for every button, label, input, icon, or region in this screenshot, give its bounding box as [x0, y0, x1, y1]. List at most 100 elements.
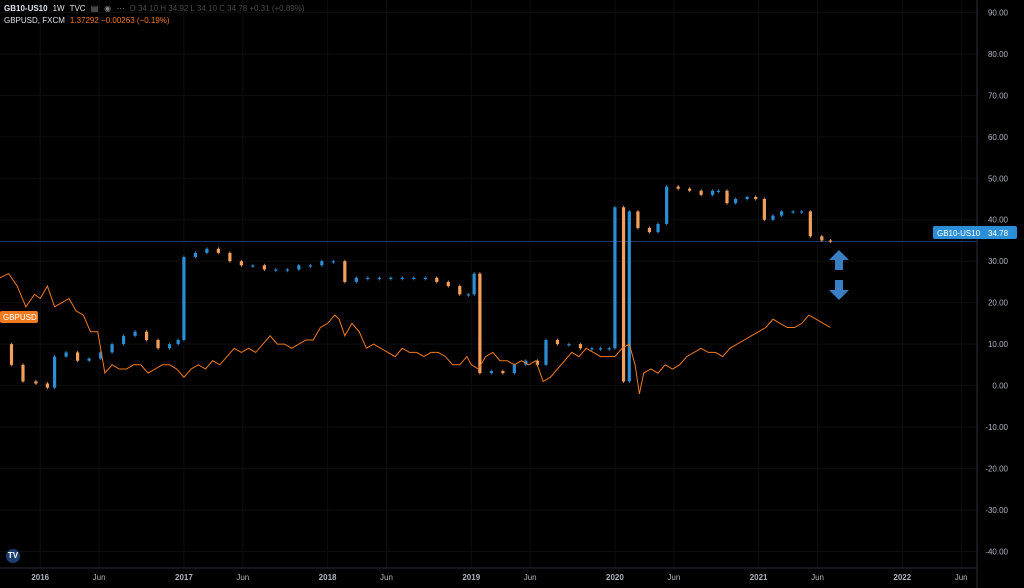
candle-body: [555, 339, 560, 345]
eye-icon[interactable]: ◉: [104, 4, 112, 13]
candle-body: [725, 190, 729, 204]
candle-body: [182, 257, 186, 340]
candle-body: [21, 364, 25, 382]
candle-body: [754, 196, 758, 200]
candle-body: [636, 211, 640, 229]
x-tick-label: Jun: [524, 573, 537, 582]
x-tick-label: Jun: [380, 573, 393, 582]
x-tick-label: 2020: [606, 573, 624, 582]
candle-body: [144, 331, 149, 340]
y-tick-label: -20.00: [985, 464, 1008, 473]
candle-body: [472, 273, 476, 295]
candle-body: [216, 248, 220, 253]
candle-body: [676, 186, 680, 189]
candle-body: [820, 236, 824, 241]
candle-body: [167, 344, 172, 349]
gb10-us10-candles: [9, 185, 833, 390]
candle-body: [800, 211, 804, 213]
candle-body: [613, 207, 617, 349]
candle-body: [423, 277, 427, 279]
candle-body: [176, 339, 180, 345]
candle-body: [607, 348, 611, 350]
x-tick-label: Jun: [236, 573, 249, 582]
candle-body: [544, 339, 548, 365]
legend-symbol[interactable]: GB10-US10: [4, 4, 48, 13]
candle-body: [478, 273, 482, 374]
candle-body: [647, 228, 652, 233]
candle-body: [435, 277, 439, 282]
tradingview-logo-icon[interactable]: TV: [6, 549, 20, 563]
candle-body: [489, 371, 493, 374]
candle-body: [110, 344, 114, 353]
y-tick-label: 30.00: [988, 257, 1009, 266]
candle-body: [828, 240, 833, 242]
candle-body: [205, 248, 209, 253]
legend-gbpusd-label[interactable]: GBPUSD, FXCM: [4, 16, 65, 25]
x-tick-label: 2018: [319, 573, 337, 582]
candle-body: [400, 277, 404, 279]
candle-body: [251, 265, 255, 267]
candle-body: [156, 339, 160, 349]
y-tick-label: -10.00: [985, 423, 1008, 432]
y-tick-label: 80.00: [988, 50, 1009, 59]
y-tick-label: -40.00: [985, 547, 1008, 556]
candle-body: [98, 352, 103, 359]
x-tick-label: 2021: [750, 573, 768, 582]
candle-body: [52, 356, 57, 388]
chart-legend: GB10-US10 1W TVC ▤ ◉ ⋯ O 34.10 H 34.92 L…: [4, 3, 305, 27]
candle-body: [64, 352, 68, 357]
candle-body: [512, 364, 516, 374]
legend-gbpusd-values: 1.37292 −0.00263 (−0.19%): [69, 16, 170, 25]
arrow-down-icon: [829, 280, 849, 300]
more-icon[interactable]: ⋯: [116, 4, 125, 13]
price-badge-label: GB10-US10: [937, 229, 981, 238]
x-tick-label: Jun: [811, 573, 824, 582]
candle-body: [567, 344, 571, 346]
candle-body: [45, 383, 50, 388]
x-tick-label: 2022: [893, 573, 911, 582]
y-tick-label: 50.00: [988, 174, 1009, 183]
candle-body: [716, 190, 720, 192]
candle-body: [297, 265, 301, 270]
candle-body: [446, 281, 450, 287]
candle-body: [665, 186, 669, 224]
candle-body: [688, 188, 692, 191]
chart-type-icon[interactable]: ▤: [90, 4, 99, 13]
candle-body: [780, 211, 784, 216]
candle-body: [343, 261, 347, 282]
price-badge-value: 34.78: [988, 229, 1009, 238]
candle-body: [239, 261, 243, 266]
candle-body: [656, 223, 660, 233]
horizontal-gridlines: [0, 11, 977, 552]
candle-body: [193, 252, 197, 258]
candle-body: [274, 269, 278, 271]
price-badge: GB10-US10 34.78: [933, 226, 1017, 239]
candle-body: [9, 344, 14, 365]
candle-body: [412, 277, 416, 279]
candle-body: [762, 199, 766, 220]
x-tick-label: 2017: [175, 573, 193, 582]
candle-body: [590, 348, 594, 350]
gbpusd-badge-label: GBPUSD: [3, 313, 37, 322]
legend-ohlc: O 34.10 H 34.92 L 34.10 C 34.78 +0.31 (+…: [129, 4, 305, 13]
candle-body: [598, 348, 603, 350]
y-tick-label: -30.00: [985, 506, 1008, 515]
candle-body: [699, 190, 703, 195]
divergence-arrows: [829, 250, 849, 300]
arrow-up-icon: [829, 250, 849, 270]
gbpusd-badge: GBPUSD: [0, 311, 38, 323]
x-tick-label: Jun: [955, 573, 968, 582]
candle-body: [262, 265, 266, 270]
y-tick-label: 40.00: [988, 216, 1009, 225]
gbpusd-line: [0, 272, 831, 395]
candle-body: [228, 252, 232, 262]
y-axis-labels: 90.00 80.00 70.00 60.00 50.00 40.00 30.00 20.00…: [985, 8, 1008, 556]
candle-body: [535, 360, 539, 365]
x-tick-label: Jun: [93, 573, 106, 582]
legend-interval[interactable]: 1W: [52, 4, 65, 13]
x-tick-label: 2016: [31, 573, 49, 582]
candle-body: [745, 196, 749, 200]
y-tick-label: 60.00: [988, 133, 1009, 142]
candle-body: [366, 277, 370, 279]
